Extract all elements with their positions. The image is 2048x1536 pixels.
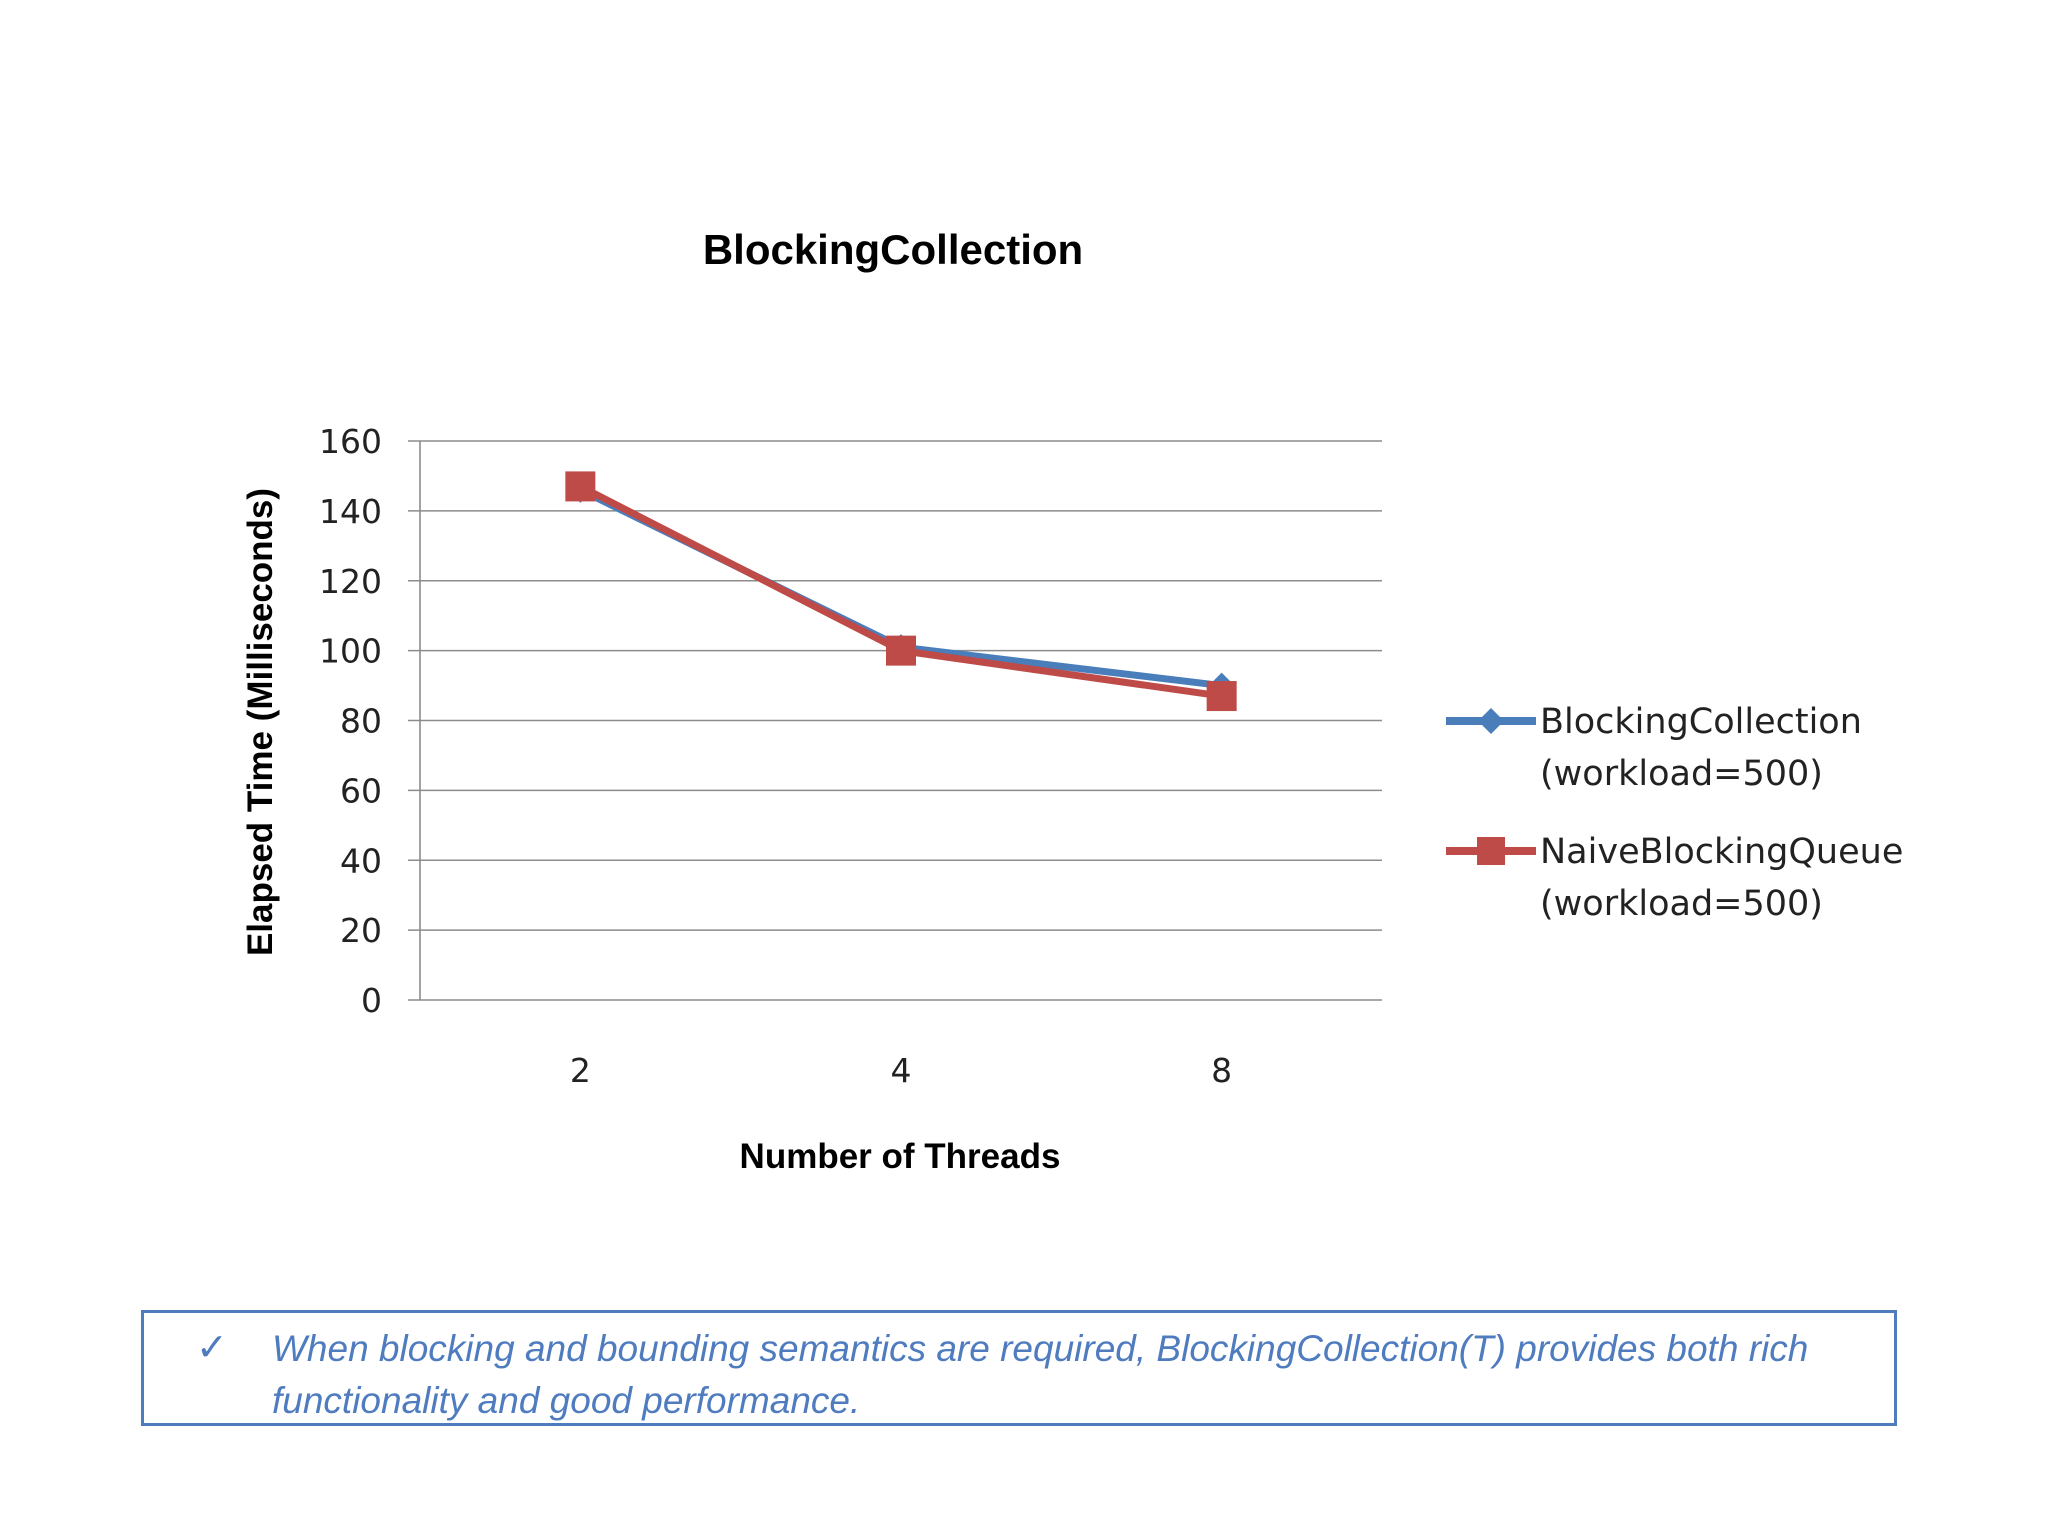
y-tick-labels: 0 20 40 60 80 100 120 140 160 [319,422,382,1020]
series-2-point-0 [565,471,596,502]
chart-grid [408,440,1382,1001]
y-tick-label-160: 160 [319,422,382,461]
y-tick-label-40: 40 [340,841,382,880]
series-2-point-2 [1206,681,1237,712]
legend-label-2-line-2: (workload=500) [1540,884,1823,924]
legend-label-1-line-2: (workload=500) [1540,754,1823,794]
summary-note-text: When blocking and bounding semantics are… [272,1328,1809,1421]
legend-entry-1: BlockingCollection (workload=500) [1446,702,1862,794]
series-layer [565,471,1237,712]
legend-entry-2: NaiveBlockingQueue (workload=500) [1446,832,1903,924]
chart-title: BlockingCollection [703,226,1083,273]
y-tick-label-60: 60 [340,771,382,810]
y-tick-label-140: 140 [319,492,382,531]
y-tick-label-80: 80 [340,702,382,741]
y-tick-label-20: 20 [340,911,382,950]
check-mark-icon: ✓ [196,1325,228,1369]
x-tick-label-8: 8 [1211,1051,1232,1090]
legend: BlockingCollection(workload=500)NaiveBlo… [1446,702,1903,924]
legend-label-1-line-1: BlockingCollection [1540,702,1862,742]
legend-label-2-line-1: NaiveBlockingQueue [1540,832,1903,872]
series-2-point-1 [886,635,916,666]
x-tick-labels: 2 4 8 [570,1051,1232,1090]
series-2 [565,471,1237,712]
x-tick-label-4: 4 [891,1051,912,1090]
y-axis-label: Elapsed Time (Milliseconds) [241,488,280,956]
legend-marker-2 [1477,837,1505,865]
x-tick-label-2: 2 [570,1051,591,1090]
y-tick-label-100: 100 [319,632,382,671]
summary-note-box: ✓ When blocking and bounding semantics a… [141,1310,1897,1426]
legend-marker-1 [1478,708,1504,734]
y-tick-label-120: 120 [319,562,382,601]
y-tick-label-0: 0 [361,981,382,1020]
x-axis-label: Number of Threads [740,1137,1061,1176]
